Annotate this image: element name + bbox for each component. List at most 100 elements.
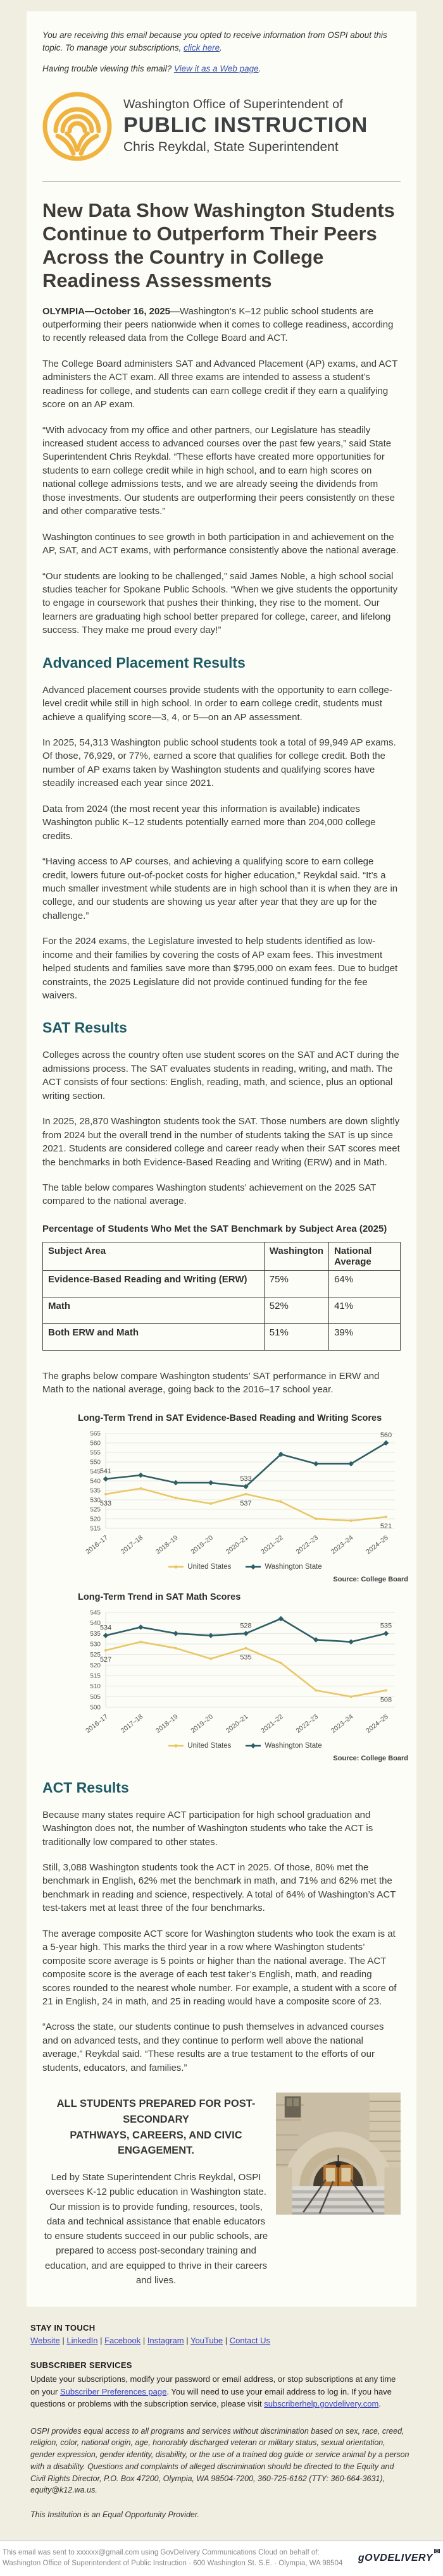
svg-text:2023–24: 2023–24 <box>330 1534 355 1556</box>
paragraph: Still, 3,088 Washington students took th… <box>42 1862 396 1914</box>
paragraph: For the 2024 exams, the Legislature inve… <box>42 936 398 1001</box>
svg-text:565: 565 <box>90 1430 101 1437</box>
chart-legend: United States Washington State <box>78 1742 412 1750</box>
chart-title: Long-Term Trend in SAT Math Scores <box>78 1592 241 1602</box>
footer-link-instagram[interactable]: Instagram <box>147 2336 184 2346</box>
sat-table-caption: Percentage of Students Who Met the SAT B… <box>42 1223 387 1234</box>
mission-statement: Led by State Superintendent Chris Reykda… <box>44 2172 268 2286</box>
line-chart-math: 500 505 510 515 520 525 530 535 540 545 2016–17 201… <box>78 1606 412 1741</box>
email-footer: STAY IN TOUCH Website | LinkedIn | Faceb… <box>0 2307 443 2541</box>
svg-text:2022–23: 2022–23 <box>294 1534 320 1556</box>
manage-subscriptions-link[interactable]: click here <box>184 43 220 53</box>
sat-benchmark-table: Subject Area Washington National Average… <box>42 1241 401 1351</box>
svg-text:515: 515 <box>90 1672 101 1679</box>
svg-text:560: 560 <box>90 1440 101 1447</box>
svg-text:520: 520 <box>90 1662 101 1669</box>
preheader-text: You are receiving this email because you… <box>42 30 387 53</box>
subscriber-help-link[interactable]: subscriberhelp.govdelivery.com <box>264 2399 379 2409</box>
svg-text:500: 500 <box>90 1704 101 1711</box>
svg-text:2016–17: 2016–17 <box>84 1534 109 1556</box>
math-trend-chart: Long-Term Trend in SAT Math Scores 500 50… <box>78 1592 412 1762</box>
footer-link-linkedin[interactable]: LinkedIn <box>66 2336 98 2346</box>
mission-heading: ALL STUDENTS PREPARED FOR POST-SECONDARY… <box>56 2098 256 2157</box>
svg-text:537: 537 <box>240 1500 251 1507</box>
svg-text:540: 540 <box>90 1620 101 1627</box>
col-national-average: National Average <box>328 1241 401 1271</box>
stay-in-touch-heading: STAY IN TOUCH <box>30 2323 96 2333</box>
svg-text:2022–23: 2022–23 <box>294 1713 320 1735</box>
paragraph: Advanced placement courses provide stude… <box>42 684 392 723</box>
legend-united-states: United States <box>168 1563 231 1571</box>
svg-text:560: 560 <box>380 1432 392 1439</box>
svg-text:535: 535 <box>90 1631 101 1638</box>
preheader-text-2: Having trouble viewing this email? <box>42 63 174 73</box>
social-links: Website | LinkedIn | Facebook | Instagra… <box>30 2336 271 2346</box>
legend-united-states: United States <box>168 1742 231 1750</box>
legend-washington-state: Washington State <box>245 1563 322 1571</box>
line-chart-erw: 515 520 525 530 535 540 545 550 555 560 565 2016–17… <box>78 1427 412 1562</box>
agency-name-line1: Washington Office of Superintendent of <box>123 97 343 112</box>
paragraph: “Across the state, our students continue… <box>42 2021 384 2073</box>
svg-text:550: 550 <box>90 1459 101 1466</box>
chart-source: Source: College Board <box>333 1575 408 1583</box>
svg-text:545: 545 <box>90 1468 101 1475</box>
svg-text:505: 505 <box>90 1694 101 1701</box>
svg-text:2020–21: 2020–21 <box>225 1534 250 1556</box>
subscriber-preferences-link[interactable]: Subscriber Preferences page <box>59 2386 167 2396</box>
paragraph: In 2025, 54,313 Washington public school… <box>42 737 396 789</box>
svg-text:534: 534 <box>100 1624 111 1631</box>
svg-text:540: 540 <box>90 1478 101 1485</box>
govdelivery-bar: This email was sent to xxxxxx@gmail.com … <box>0 2541 443 2576</box>
svg-text:545: 545 <box>90 1609 101 1616</box>
sent-to-line: This email was sent to xxxxxx@gmail.com … <box>3 2549 343 2567</box>
svg-text:2017–18: 2017–18 <box>120 1534 145 1556</box>
table-row: Evidence-Based Reading and Writing (ERW)… <box>42 1270 401 1297</box>
paragraph: The average composite ACT score for Wash… <box>42 1928 397 2007</box>
footer-link-contact-us[interactable]: Contact Us <box>229 2336 271 2346</box>
svg-text:2024–25: 2024–25 <box>365 1534 390 1556</box>
footer-link-youtube[interactable]: YouTube <box>190 2336 223 2346</box>
col-subject-area: Subject Area <box>42 1241 265 1271</box>
svg-text:2023–24: 2023–24 <box>330 1713 355 1735</box>
paragraph: Data from 2024 (the most recent year thi… <box>42 803 376 842</box>
svg-text:530: 530 <box>90 1641 101 1648</box>
paragraph: The table below compares Washington stud… <box>42 1182 376 1207</box>
chart-source: Source: College Board <box>333 1754 408 1762</box>
svg-text:521: 521 <box>380 1523 392 1530</box>
dateline: OLYMPIA—October 16, 2025 <box>42 305 171 317</box>
paragraph: The College Board administers SAT and Ad… <box>42 358 398 410</box>
table-row: Math 52% 41% <box>42 1296 401 1324</box>
header-divider <box>42 181 401 182</box>
svg-text:535: 535 <box>240 1653 251 1661</box>
svg-text:535: 535 <box>90 1487 101 1494</box>
view-as-webpage-link[interactable]: View it as a Web page <box>173 63 259 73</box>
superintendent-name: Chris Reykdal, State Superintendent <box>123 140 339 155</box>
preheader-webview-note: Having trouble viewing this email? View … <box>42 63 261 73</box>
footer-link-website[interactable]: Website <box>30 2336 60 2346</box>
equal-opportunity-statement: This Institution is an Equal Opportunity… <box>30 2510 200 2520</box>
mission-feature: ALL STUDENTS PREPARED FOR POST-SECONDARY… <box>42 2092 401 2288</box>
chart-legend: United States Washington State <box>78 1563 412 1571</box>
svg-text:515: 515 <box>90 1525 101 1532</box>
paragraph: Washington continues to see growth in bo… <box>42 531 399 556</box>
svg-text:533: 533 <box>240 1475 251 1483</box>
paragraph: “Our students are looking to be challeng… <box>42 570 398 636</box>
building-entrance-photo <box>276 2092 401 2215</box>
legend-washington-state: Washington State <box>245 1742 322 1750</box>
svg-text:520: 520 <box>90 1516 101 1523</box>
section-heading-act: ACT Results <box>42 1779 129 1796</box>
svg-text:2016–17: 2016–17 <box>84 1713 109 1735</box>
svg-text:2020–21: 2020–21 <box>225 1713 250 1735</box>
table-row: Both ERW and Math 51% 39% <box>42 1323 401 1351</box>
col-washington: Washington <box>263 1241 330 1271</box>
svg-text:2018–19: 2018–19 <box>154 1713 180 1735</box>
table-header-row: Subject Area Washington National Average <box>42 1241 401 1271</box>
svg-text:528: 528 <box>240 1622 251 1629</box>
footer-link-facebook[interactable]: Facebook <box>104 2336 141 2346</box>
svg-text:2021–22: 2021–22 <box>259 1713 285 1735</box>
lead-paragraph: OLYMPIA—October 16, 2025—Washington’s K–… <box>42 305 394 344</box>
subscriber-services-heading: SUBSCRIBER SERVICES <box>30 2360 132 2371</box>
svg-text:2021–22: 2021–22 <box>259 1534 285 1556</box>
svg-text:2019–20: 2019–20 <box>189 1534 215 1556</box>
